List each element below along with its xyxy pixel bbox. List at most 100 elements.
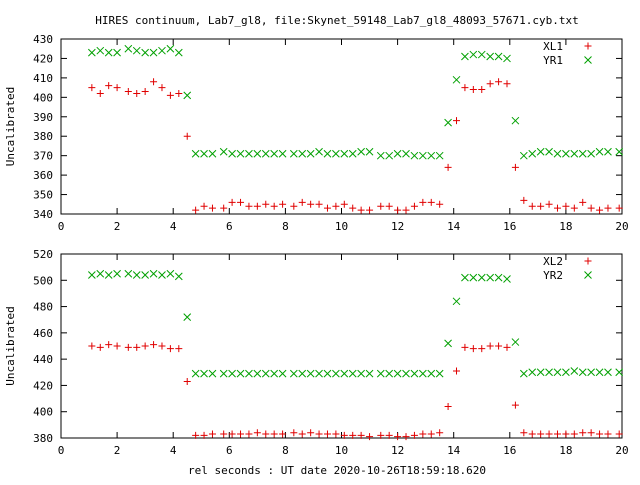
data-point [410,431,418,439]
data-point [270,430,278,438]
data-point [200,149,208,158]
data-point [348,149,357,158]
data-point [124,343,132,351]
x-tick-label: 18 [559,444,572,457]
data-point [385,151,394,160]
data-point [253,202,261,210]
data-point [444,163,452,171]
data-point [261,149,270,158]
data-point [385,369,394,378]
series-xl2 [88,341,623,441]
data-point [340,369,349,378]
data-point [444,118,452,127]
data-point [332,149,340,158]
data-point [175,345,183,353]
data-point [587,149,595,158]
data-point [587,429,595,437]
data-point [511,163,519,171]
data-point [124,269,133,278]
chart-title: HIRES continuum, Lab7_gl8, file:Skynet_5… [95,14,578,27]
data-point [402,149,410,158]
plot-panels: 0 2 4 6 8 10 12 14 16 18 2034035036037038039040041… [4,33,629,457]
data-point [410,151,419,160]
data-point [553,368,562,377]
x-tick-label: 8 [282,220,289,233]
x-tick-label: 20 [615,220,628,233]
data-point [357,147,365,156]
data-point [323,369,332,378]
data-point [444,339,452,348]
data-point [595,368,604,377]
series-xl1 [88,78,623,214]
legend-marker [584,56,592,64]
data-point [376,151,385,160]
data-point [315,200,323,208]
data-point [452,297,461,306]
data-point [435,151,444,160]
data-point [545,430,553,438]
y-tick-label: 410 [33,72,53,85]
x-tick-label: 2 [114,220,121,233]
data-point [262,200,270,208]
data-point [158,84,166,92]
data-point [290,429,298,437]
data-point [587,204,595,212]
y-tick-label: 380 [33,130,53,143]
data-point [298,369,307,378]
data-point [385,202,393,210]
data-point [478,345,486,353]
data-point [570,367,579,375]
data-point [615,204,623,212]
data-point [469,273,478,282]
data-point [183,313,192,321]
data-point [579,198,587,206]
data-point [149,48,158,57]
data-point [553,149,562,158]
data-point [96,89,104,97]
data-point [427,198,435,206]
data-point [579,429,587,437]
data-point [394,433,402,441]
data-point [419,198,427,206]
data-point [192,206,200,214]
legend-label: XL1 [543,40,563,53]
data-point [486,273,495,282]
data-point [469,86,477,94]
y-tick-label: 460 [33,327,53,340]
data-point [253,369,262,378]
data-point [166,345,174,353]
data-point [461,273,469,282]
data-point [427,430,435,438]
data-point [323,149,332,158]
data-point [307,429,315,437]
y-tick-label: 360 [33,169,53,182]
data-point [469,345,477,353]
data-point [104,271,113,279]
data-point [461,343,469,351]
data-point [393,149,402,158]
data-point [132,271,141,279]
data-point [519,369,528,378]
data-point [486,52,495,61]
data-point [478,86,486,94]
data-point [486,342,494,350]
x-tick-label: 12 [391,220,404,233]
legend-label: XL2 [543,255,563,268]
data-point [357,206,365,214]
data-point [461,84,469,92]
data-point [495,342,503,350]
data-point [494,273,503,282]
data-point [166,91,174,99]
y-tick-label: 420 [33,52,53,65]
data-point [511,401,519,409]
data-point [306,369,315,378]
data-point [158,271,166,279]
data-point [298,149,307,158]
data-point [96,269,105,278]
x-tick-label: 10 [335,444,348,457]
data-point [385,431,393,439]
data-point [307,200,315,208]
data-point [494,52,503,61]
data-point [578,368,587,377]
data-point [166,269,175,278]
